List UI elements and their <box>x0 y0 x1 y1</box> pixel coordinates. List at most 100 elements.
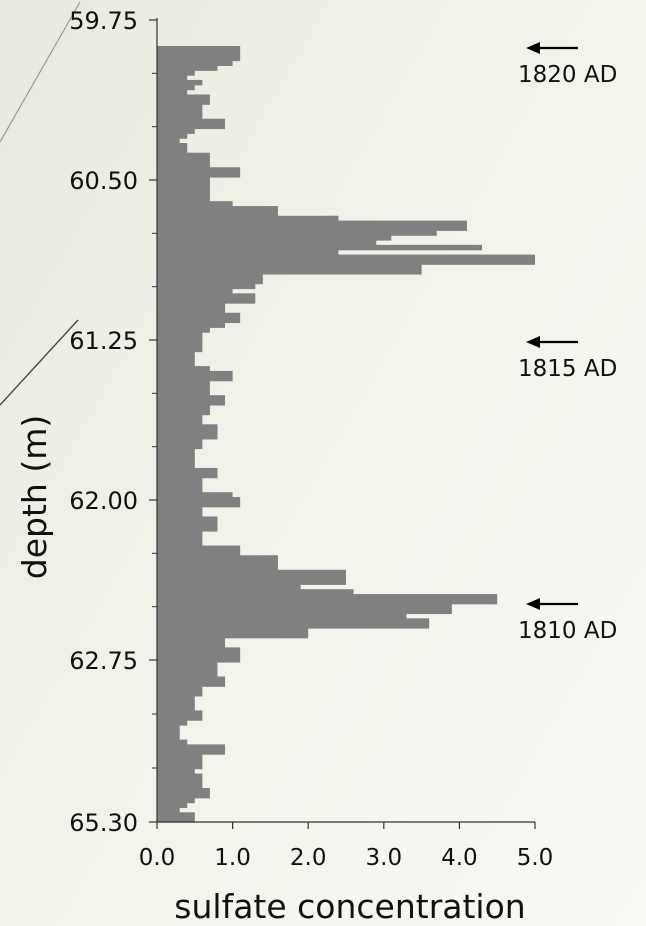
bar <box>157 506 203 513</box>
bar <box>157 584 301 590</box>
bar <box>157 46 241 52</box>
x-tick-label: 1.0 <box>214 845 251 871</box>
bar <box>157 526 218 532</box>
bar <box>157 783 203 789</box>
bar <box>157 705 195 712</box>
bar <box>157 637 226 644</box>
background-decoration-line <box>0 1 81 143</box>
y-tick-label: 60.50 <box>69 167 138 195</box>
bar <box>157 404 210 411</box>
bar <box>157 65 218 71</box>
bar <box>157 143 188 149</box>
bar <box>157 220 467 227</box>
bar <box>157 273 263 280</box>
bar <box>157 186 210 193</box>
bar <box>157 293 256 299</box>
bar <box>157 230 437 236</box>
bar <box>157 778 203 784</box>
bar <box>157 157 210 163</box>
bar <box>157 657 241 663</box>
annotations-group: 1820 AD 1815 AD 1810 AD <box>518 42 617 644</box>
bar <box>157 725 180 731</box>
bar <box>157 710 203 716</box>
bar <box>157 666 218 673</box>
bar <box>157 618 430 624</box>
x-tick-label: 4.0 <box>441 845 478 871</box>
bar <box>157 167 241 173</box>
bar <box>157 181 210 188</box>
bar <box>157 419 203 425</box>
arrow-left-icon <box>526 598 540 610</box>
bar <box>157 492 233 498</box>
bar <box>157 535 203 542</box>
bar <box>157 424 218 430</box>
bar <box>157 240 377 246</box>
year-annotation: 1820 AD <box>518 42 617 88</box>
bar <box>157 676 226 682</box>
bar <box>157 341 203 348</box>
y-tick-label: 59.75 <box>69 7 138 35</box>
bar <box>157 283 256 290</box>
bar <box>157 176 210 183</box>
bar <box>157 594 498 600</box>
bar <box>157 579 346 585</box>
bar <box>157 327 210 333</box>
bar <box>157 104 203 110</box>
x-tick-label: 0.0 <box>139 845 176 871</box>
bar <box>157 574 346 581</box>
bar <box>157 351 195 357</box>
bar <box>157 695 195 702</box>
background-decoration-line <box>0 319 79 406</box>
bar <box>157 434 218 440</box>
bar <box>157 210 278 217</box>
bar <box>157 138 180 144</box>
bar <box>157 632 309 639</box>
bar <box>157 89 188 96</box>
bar <box>157 390 210 396</box>
bar <box>157 249 339 256</box>
bar <box>157 278 263 285</box>
bar <box>157 152 210 159</box>
bar <box>157 729 180 736</box>
bar <box>157 337 203 343</box>
bar <box>157 70 195 76</box>
bar <box>157 443 203 450</box>
bar <box>157 147 188 154</box>
arrow-left-icon <box>526 336 540 348</box>
bar <box>157 652 241 658</box>
bar <box>157 172 241 178</box>
bar <box>157 235 392 241</box>
bar <box>157 788 210 794</box>
bar <box>157 196 210 202</box>
bar <box>157 598 498 605</box>
bar <box>157 288 233 294</box>
bar <box>157 569 346 576</box>
bar <box>157 385 210 391</box>
bar <box>157 817 195 823</box>
bar <box>157 797 195 804</box>
bar <box>157 802 188 809</box>
bar <box>157 589 354 595</box>
bar <box>157 681 226 687</box>
bar <box>157 244 483 251</box>
y-axis-title: depth (m) <box>15 415 54 579</box>
bar <box>157 671 218 678</box>
bar <box>157 123 226 130</box>
bar <box>157 60 233 66</box>
bar <box>157 458 195 464</box>
bar <box>157 792 210 799</box>
bar <box>157 113 203 120</box>
bar <box>157 477 203 484</box>
bar <box>157 79 203 86</box>
bar <box>157 206 278 212</box>
bar <box>157 414 203 421</box>
bar <box>157 380 210 387</box>
bar <box>157 560 278 566</box>
bar <box>157 754 203 760</box>
y-tick-label: 65.30 <box>69 809 138 837</box>
bar <box>157 400 226 406</box>
bar <box>157 497 241 503</box>
bar <box>157 346 203 353</box>
bar <box>157 758 203 765</box>
